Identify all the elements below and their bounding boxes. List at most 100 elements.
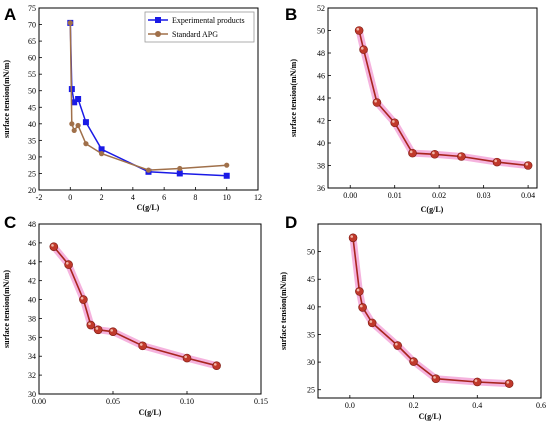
y-tick-label: 42 — [317, 117, 325, 126]
panel-d-ticks: 0.0 0.2 0.4 0.6 25 30 35 40 45 50 — [307, 248, 546, 410]
data-point — [49, 242, 59, 251]
panel-d-frame — [317, 223, 542, 399]
data-point — [431, 374, 441, 383]
y-tick-label: 25 — [307, 386, 315, 395]
data-point-highlight — [88, 322, 91, 326]
y-tick-label: 36 — [317, 184, 325, 193]
panel-d-y-label: surface tension(mN/m) — [279, 272, 288, 350]
x-tick-label: 0.00 — [343, 191, 357, 200]
standard-point — [75, 122, 81, 129]
y-tick-label: 48 — [317, 49, 325, 58]
panel-c-ticks: 0.00 0.05 0.10 0.15 30 32 34 36 38 40 42 44 46 48 — [28, 220, 268, 406]
panel-b: B 0.00 0.01 0.02 0.03 0.04 36 38 40 42 44 46 48 50 52… — [285, 4, 538, 214]
data-point — [372, 98, 382, 107]
data-point — [367, 318, 377, 328]
data-point — [182, 353, 192, 363]
x-tick-label: 0.4 — [472, 401, 482, 410]
panel-c-y-label: surface tension(mN/m) — [2, 270, 11, 348]
panel-a-letter: A — [4, 5, 16, 24]
y-tick-label: 45 — [28, 103, 36, 112]
legend-label-experimental: Experimental products — [172, 16, 245, 25]
x-tick-label: 0.6 — [536, 401, 546, 410]
y-tick-label: 46 — [28, 239, 36, 248]
data-point — [358, 303, 367, 312]
data-point-highlight — [350, 235, 354, 238]
standard-point — [177, 165, 183, 172]
data-point-highlight — [392, 120, 395, 123]
x-tick-label: 10 — [223, 193, 231, 202]
standard-point — [145, 167, 152, 173]
series-halo — [355, 27, 532, 169]
panel-a-x-label: C(g/L) — [137, 203, 160, 212]
series-line — [358, 30, 529, 167]
data-point-highlight — [374, 99, 377, 103]
x-tick-label: 0.15 — [254, 397, 268, 406]
x-tick-label: 0.01 — [388, 191, 402, 200]
y-tick-label: 44 — [317, 94, 325, 103]
standard-point — [224, 162, 230, 168]
experimental-point — [71, 99, 78, 106]
experimental-point — [223, 172, 230, 179]
panel-b-x-label: C(g/L) — [421, 205, 444, 214]
standard-point — [98, 151, 105, 157]
y-tick-label: 38 — [28, 314, 36, 323]
x-tick-label: 2 — [100, 193, 104, 202]
panel-a-y-label: surface tension(mN/m) — [2, 60, 11, 138]
y-tick-label: 45 — [307, 275, 315, 284]
data-point-highlight — [80, 296, 84, 300]
x-tick-label: 0.03 — [477, 191, 491, 200]
data-point-highlight — [95, 327, 99, 330]
y-tick-label: 35 — [307, 330, 315, 339]
y-tick-label: 30 — [28, 390, 36, 399]
data-point — [79, 295, 88, 304]
data-point-highlight — [356, 288, 360, 292]
y-tick-label: 75 — [28, 4, 36, 13]
panel-c-frame — [38, 223, 262, 395]
data-point — [457, 152, 466, 161]
x-tick-label: 8 — [193, 193, 197, 202]
experimental-point — [98, 146, 105, 153]
experimental-point — [176, 170, 183, 177]
panel-d: D 0.0 0.2 0.4 0.6 25 30 35 40 45 50 C(g/L) surfac… — [279, 213, 546, 421]
data-point — [348, 233, 358, 243]
standard-point — [69, 121, 75, 127]
data-point — [430, 149, 440, 159]
data-point — [390, 118, 400, 128]
data-point-highlight — [184, 355, 187, 359]
x-tick-label: -2 — [36, 193, 43, 202]
y-tick-label: 70 — [28, 21, 36, 30]
panel-b-letter: B — [285, 5, 297, 24]
y-tick-label: 40 — [28, 120, 36, 129]
data-point-highlight — [458, 153, 462, 157]
y-tick-label: 60 — [28, 54, 36, 63]
data-point — [359, 45, 368, 54]
data-point-highlight — [369, 320, 373, 323]
panel-b-marks — [354, 26, 533, 170]
series-experimental-line — [69, 22, 227, 177]
panel-c-marks — [49, 242, 221, 370]
data-point-highlight — [409, 150, 413, 154]
data-point — [354, 26, 364, 35]
legend-box — [144, 11, 255, 43]
series-line — [53, 246, 217, 367]
data-point-highlight — [360, 304, 363, 308]
y-tick-label: 42 — [28, 277, 36, 286]
data-point — [64, 260, 73, 269]
data-point-highlight — [410, 358, 414, 362]
data-point — [504, 379, 514, 388]
y-tick-label: 46 — [317, 72, 325, 81]
standard-point — [83, 141, 89, 147]
panel-a-frame — [38, 7, 259, 191]
data-point — [492, 157, 502, 167]
y-tick-label: 36 — [28, 333, 36, 342]
panel-a-ticks: -2 0 2 4 6 8 10 12 20 25 30 35 40 45 50 55 60 65 70 75 — [28, 4, 262, 202]
x-tick-label: 0.04 — [521, 191, 535, 200]
y-tick-label: 32 — [28, 371, 36, 380]
legend-marker-experimental — [155, 17, 161, 23]
data-point-highlight — [432, 151, 435, 155]
data-point-highlight — [474, 379, 478, 382]
data-point — [212, 361, 221, 370]
data-point-highlight — [110, 329, 113, 332]
data-point-highlight — [360, 47, 364, 50]
legend-label-standard: Standard APG — [172, 30, 218, 39]
